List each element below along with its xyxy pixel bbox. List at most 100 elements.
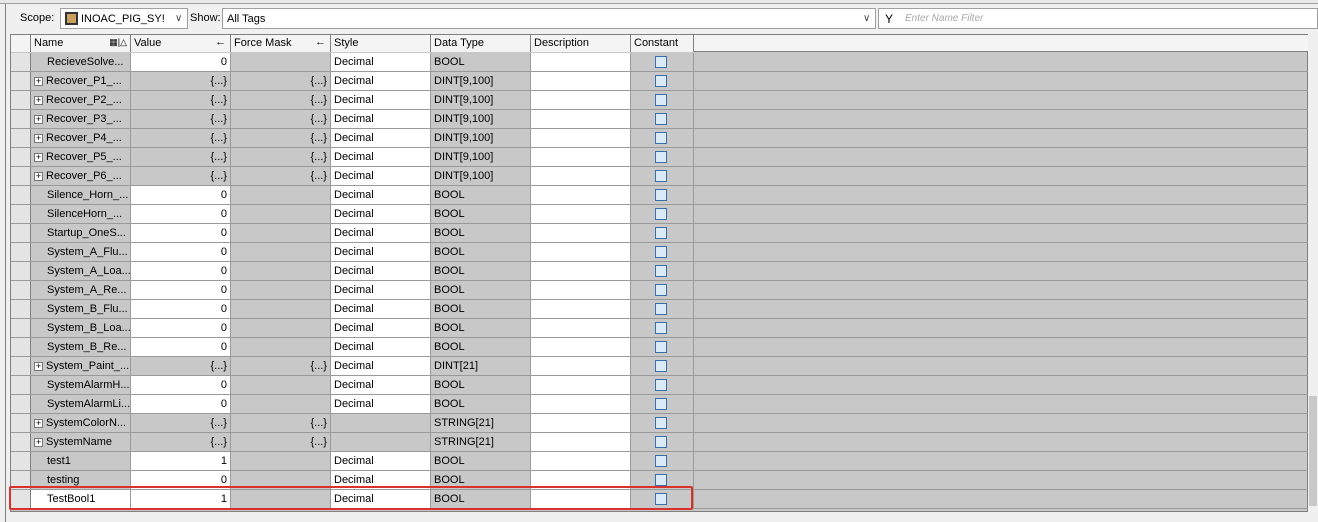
- constant-checkbox[interactable]: [655, 398, 667, 410]
- table-row[interactable]: System_B_Re... 0 Decimal BOOL: [11, 338, 1309, 357]
- description-cell[interactable]: [531, 129, 631, 147]
- force-mask-cell[interactable]: {...}: [231, 414, 331, 432]
- description-cell[interactable]: [531, 224, 631, 242]
- row-header[interactable]: [11, 300, 31, 318]
- data-type-cell[interactable]: BOOL: [431, 53, 531, 71]
- table-row[interactable]: test1 1 Decimal BOOL: [11, 452, 1309, 471]
- expand-icon[interactable]: +: [34, 95, 43, 105]
- name-cell[interactable]: test1: [31, 452, 131, 470]
- constant-checkbox[interactable]: [655, 360, 667, 372]
- data-type-cell[interactable]: BOOL: [431, 338, 531, 356]
- name-cell[interactable]: RecieveSolve...: [31, 53, 131, 71]
- row-header[interactable]: [11, 262, 31, 280]
- data-type-cell[interactable]: BOOL: [431, 300, 531, 318]
- data-type-cell[interactable]: DINT[9,100]: [431, 72, 531, 90]
- table-row[interactable]: testing 0 Decimal BOOL: [11, 471, 1309, 490]
- expand-icon[interactable]: +: [34, 133, 43, 143]
- value-cell[interactable]: 0: [131, 224, 231, 242]
- style-cell[interactable]: Decimal: [331, 357, 431, 375]
- description-cell[interactable]: [531, 91, 631, 109]
- constant-cell[interactable]: [631, 452, 694, 470]
- style-cell[interactable]: Decimal: [331, 167, 431, 185]
- force-mask-cell[interactable]: {...}: [231, 167, 331, 185]
- style-cell[interactable]: Decimal: [331, 53, 431, 71]
- value-cell[interactable]: 0: [131, 281, 231, 299]
- style-cell[interactable]: Decimal: [331, 376, 431, 394]
- name-cell[interactable]: + Recover_P3_...: [31, 110, 131, 128]
- column-header-style[interactable]: Style: [331, 35, 431, 52]
- style-cell[interactable]: Decimal: [331, 262, 431, 280]
- row-header[interactable]: [11, 110, 31, 128]
- style-cell[interactable]: Decimal: [331, 243, 431, 261]
- name-cell[interactable]: SilenceHorn_...: [31, 205, 131, 223]
- data-type-cell[interactable]: BOOL: [431, 262, 531, 280]
- constant-checkbox[interactable]: [655, 474, 667, 486]
- force-mask-cell[interactable]: [231, 186, 331, 204]
- constant-cell[interactable]: [631, 338, 694, 356]
- constant-checkbox[interactable]: [655, 303, 667, 315]
- style-cell[interactable]: Decimal: [331, 452, 431, 470]
- column-header-data-type[interactable]: Data Type: [431, 35, 531, 52]
- name-cell[interactable]: + SystemColorN...: [31, 414, 131, 432]
- data-type-cell[interactable]: BOOL: [431, 224, 531, 242]
- name-cell[interactable]: + Recover_P6_...: [31, 167, 131, 185]
- description-cell[interactable]: [531, 186, 631, 204]
- data-type-cell[interactable]: DINT[9,100]: [431, 91, 531, 109]
- name-cell[interactable]: System_B_Loa...: [31, 319, 131, 337]
- name-cell[interactable]: System_B_Re...: [31, 338, 131, 356]
- constant-cell[interactable]: [631, 167, 694, 185]
- style-cell[interactable]: Decimal: [331, 471, 431, 489]
- column-header-name[interactable]: Name ▦|△: [31, 35, 131, 52]
- row-header[interactable]: [11, 433, 31, 451]
- data-type-cell[interactable]: DINT[21]: [431, 357, 531, 375]
- expand-icon[interactable]: +: [34, 152, 43, 162]
- force-mask-cell[interactable]: [231, 224, 331, 242]
- force-mask-cell[interactable]: [231, 471, 331, 489]
- constant-checkbox[interactable]: [655, 246, 667, 258]
- value-cell[interactable]: 1: [131, 452, 231, 470]
- force-mask-cell[interactable]: {...}: [231, 129, 331, 147]
- constant-cell[interactable]: [631, 110, 694, 128]
- constant-cell[interactable]: [631, 224, 694, 242]
- row-header[interactable]: [11, 91, 31, 109]
- description-cell[interactable]: [531, 262, 631, 280]
- description-cell[interactable]: [531, 205, 631, 223]
- table-row[interactable]: System_B_Loa... 0 Decimal BOOL: [11, 319, 1309, 338]
- value-cell[interactable]: 0: [131, 53, 231, 71]
- data-type-cell[interactable]: BOOL: [431, 471, 531, 489]
- constant-checkbox[interactable]: [655, 132, 667, 144]
- force-mask-cell[interactable]: [231, 319, 331, 337]
- constant-checkbox[interactable]: [655, 208, 667, 220]
- data-type-cell[interactable]: BOOL: [431, 186, 531, 204]
- value-cell[interactable]: {...}: [131, 357, 231, 375]
- data-type-cell[interactable]: DINT[9,100]: [431, 167, 531, 185]
- name-cell[interactable]: SystemAlarmH...: [31, 376, 131, 394]
- row-header[interactable]: [11, 452, 31, 470]
- table-row[interactable]: System_A_Flu... 0 Decimal BOOL: [11, 243, 1309, 262]
- style-cell[interactable]: Decimal: [331, 338, 431, 356]
- scope-dropdown[interactable]: INOAC_PIG_SY! ∨: [60, 8, 188, 29]
- style-cell[interactable]: Decimal: [331, 224, 431, 242]
- description-cell[interactable]: [531, 357, 631, 375]
- constant-cell[interactable]: [631, 53, 694, 71]
- table-row[interactable]: + Recover_P4_... {...} {...} Decimal DINT[9,1…: [11, 129, 1309, 148]
- table-row[interactable]: SystemAlarmH... 0 Decimal BOOL: [11, 376, 1309, 395]
- style-cell[interactable]: [331, 414, 431, 432]
- row-header[interactable]: [11, 319, 31, 337]
- column-header-value[interactable]: Value ←: [131, 35, 231, 52]
- data-type-cell[interactable]: DINT[9,100]: [431, 129, 531, 147]
- description-cell[interactable]: [531, 167, 631, 185]
- name-cell[interactable]: + Recover_P5_...: [31, 148, 131, 166]
- table-row[interactable]: SystemAlarmLi... 0 Decimal BOOL: [11, 395, 1309, 414]
- name-cell[interactable]: System_A_Re...: [31, 281, 131, 299]
- value-cell[interactable]: 0: [131, 395, 231, 413]
- force-mask-cell[interactable]: {...}: [231, 72, 331, 90]
- constant-checkbox[interactable]: [655, 113, 667, 125]
- data-type-cell[interactable]: DINT[9,100]: [431, 148, 531, 166]
- force-mask-cell[interactable]: [231, 490, 331, 508]
- row-header[interactable]: [11, 471, 31, 489]
- sort-icon[interactable]: ▦|△: [109, 37, 127, 47]
- force-mask-cell[interactable]: [231, 243, 331, 261]
- value-cell[interactable]: {...}: [131, 414, 231, 432]
- value-cell[interactable]: {...}: [131, 91, 231, 109]
